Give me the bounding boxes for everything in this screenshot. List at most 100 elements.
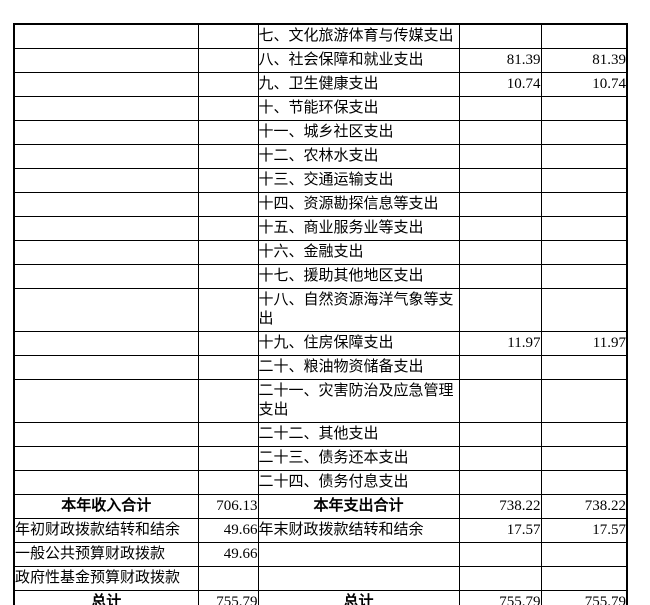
expense-final-value <box>540 422 628 447</box>
expense-item-label: 十八、自然资源海洋气象等支出 <box>257 288 460 332</box>
income-value-cell-empty <box>197 422 259 447</box>
expense-budget-value <box>458 216 542 241</box>
expense-budget-value <box>458 168 542 193</box>
expense-summary-label: 年末财政拨款结转和结余 <box>257 518 460 543</box>
expense-item-label: 十三、交通运输支出 <box>257 168 460 193</box>
income-item-cell-empty <box>13 240 199 265</box>
income-value-cell-empty <box>197 216 259 241</box>
expense-row: 十三、交通运输支出 <box>13 168 628 193</box>
expense-summary-final-value <box>540 542 628 567</box>
expense-row: 二十三、债务还本支出 <box>13 446 628 471</box>
expense-final-value <box>540 446 628 471</box>
income-item-cell-empty <box>13 331 199 356</box>
income-value-cell-empty <box>197 288 259 332</box>
income-summary-label: 总计 <box>13 590 199 605</box>
expense-item-label: 二十、粮油物资储备支出 <box>257 355 460 380</box>
income-item-cell-empty <box>13 216 199 241</box>
expense-item-label: 十、节能环保支出 <box>257 96 460 121</box>
table-body: 七、文化旅游体育与传媒支出 八、社会保障和就业支出 81.39 81.39 九、卫生健康… <box>13 23 628 605</box>
expense-item-label: 十二、农林水支出 <box>257 144 460 169</box>
expense-row: 十九、住房保障支出 11.97 11.97 <box>13 331 628 356</box>
expense-final-value <box>540 144 628 169</box>
expense-budget-value: 11.97 <box>458 331 542 356</box>
expense-final-value <box>540 216 628 241</box>
expense-row: 二十四、债务付息支出 <box>13 470 628 495</box>
expense-summary-final-value: 738.22 <box>540 494 628 519</box>
expense-budget-value <box>458 264 542 289</box>
expense-budget-value <box>458 23 542 49</box>
income-value-cell-empty <box>197 192 259 217</box>
income-summary-label: 一般公共预算财政拨款 <box>13 542 199 567</box>
expense-budget-value <box>458 355 542 380</box>
expense-row: 十八、自然资源海洋气象等支出 <box>13 288 628 332</box>
income-value-cell-empty <box>197 23 259 49</box>
expense-budget-value <box>458 120 542 145</box>
expense-final-value <box>540 120 628 145</box>
expense-budget-value <box>458 446 542 471</box>
expense-summary-final-value <box>540 566 628 591</box>
expense-summary-label: 本年支出合计 <box>257 494 460 519</box>
expense-row: 十一、城乡社区支出 <box>13 120 628 145</box>
expense-item-label: 十七、援助其他地区支出 <box>257 264 460 289</box>
summary-row: 一般公共预算财政拨款 49.66 <box>13 542 628 567</box>
expense-summary-budget-value: 17.57 <box>458 518 542 543</box>
income-item-cell-empty <box>13 470 199 495</box>
expense-final-value <box>540 470 628 495</box>
expense-final-value: 81.39 <box>540 48 628 73</box>
expense-budget-value <box>458 240 542 265</box>
expense-item-label: 七、文化旅游体育与传媒支出 <box>257 23 460 49</box>
income-value-cell-empty <box>197 355 259 380</box>
expense-item-label: 二十二、其他支出 <box>257 422 460 447</box>
expense-budget-value <box>458 422 542 447</box>
expense-summary-budget-value: 738.22 <box>458 494 542 519</box>
expense-final-value <box>540 355 628 380</box>
expense-item-label: 十六、金融支出 <box>257 240 460 265</box>
income-item-cell-empty <box>13 355 199 380</box>
expense-budget-value <box>458 96 542 121</box>
expense-budget-value: 81.39 <box>458 48 542 73</box>
expense-item-label: 十一、城乡社区支出 <box>257 120 460 145</box>
expense-summary-budget-value <box>458 566 542 591</box>
income-value-cell-empty <box>197 144 259 169</box>
income-item-cell-empty <box>13 288 199 332</box>
expense-final-value <box>540 96 628 121</box>
expense-row: 二十二、其他支出 <box>13 422 628 447</box>
expense-budget-value <box>458 144 542 169</box>
income-summary-label: 本年收入合计 <box>13 494 199 519</box>
income-summary-value: 49.66 <box>197 518 259 543</box>
expense-final-value <box>540 264 628 289</box>
income-value-cell-empty <box>197 48 259 73</box>
income-value-cell-empty <box>197 168 259 193</box>
expense-item-label: 二十一、灾害防治及应急管理支出 <box>257 379 460 423</box>
expense-budget-value <box>458 470 542 495</box>
expense-row: 七、文化旅游体育与传媒支出 <box>13 23 628 49</box>
income-item-cell-empty <box>13 23 199 49</box>
expense-summary-label <box>257 542 460 567</box>
income-summary-value: 755.79 <box>197 590 259 605</box>
income-item-cell-empty <box>13 446 199 471</box>
expense-final-value <box>540 23 628 49</box>
income-value-cell-empty <box>197 72 259 97</box>
expense-summary-budget-value <box>458 542 542 567</box>
summary-row: 总计 755.79 总计 755.79 755.79 <box>13 590 628 605</box>
expense-row: 十四、资源勘探信息等支出 <box>13 192 628 217</box>
summary-row: 本年收入合计 706.13 本年支出合计 738.22 738.22 <box>13 494 628 519</box>
summary-row: 年初财政拨款结转和结余 49.66 年末财政拨款结转和结余 17.57 17.57 <box>13 518 628 543</box>
income-value-cell-empty <box>197 470 259 495</box>
expense-item-label: 九、卫生健康支出 <box>257 72 460 97</box>
income-summary-label: 年初财政拨款结转和结余 <box>13 518 199 543</box>
expense-row: 十七、援助其他地区支出 <box>13 264 628 289</box>
expense-row: 十二、农林水支出 <box>13 144 628 169</box>
income-value-cell-empty <box>197 240 259 265</box>
income-item-cell-empty <box>13 422 199 447</box>
expense-item-label: 十四、资源勘探信息等支出 <box>257 192 460 217</box>
expense-item-label: 十五、商业服务业等支出 <box>257 216 460 241</box>
income-item-cell-empty <box>13 144 199 169</box>
expense-budget-value <box>458 288 542 332</box>
expense-budget-value <box>458 379 542 423</box>
income-item-cell-empty <box>13 168 199 193</box>
income-item-cell-empty <box>13 96 199 121</box>
expense-row: 八、社会保障和就业支出 81.39 81.39 <box>13 48 628 73</box>
income-value-cell-empty <box>197 379 259 423</box>
expense-row: 十六、金融支出 <box>13 240 628 265</box>
